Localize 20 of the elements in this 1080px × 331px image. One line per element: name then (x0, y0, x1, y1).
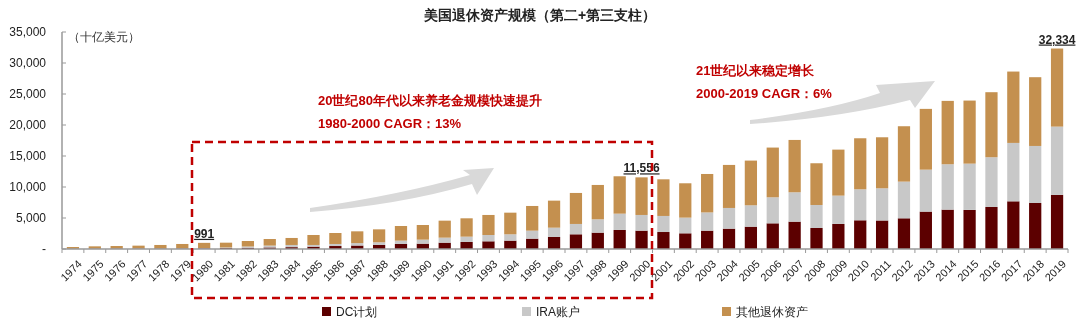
y-tick-label: - (42, 242, 46, 256)
total-label: 11,556 (623, 161, 660, 176)
annotation: 1980-2000 CAGR：13% (318, 116, 462, 131)
y-tick-label: 15,000 (9, 149, 47, 163)
annotation: 20世纪80年代以来养老金规模快速提升 (318, 93, 542, 108)
y-tick-label: 35,000 (9, 25, 47, 39)
chart-title: 美国退休资产规模（第二+第三支柱） (422, 7, 657, 23)
total-label: 991 (194, 226, 215, 241)
y-tick-label: 5,000 (15, 211, 47, 225)
y-tick-label: 20,000 (9, 118, 47, 132)
y-tick-label: 10,000 (9, 180, 47, 194)
legend-label: IRA账户 (536, 305, 581, 319)
annotation: 2000-2019 CAGR：6% (696, 86, 833, 101)
total-label: 32,334 (1038, 32, 1076, 47)
legend-label: 其他退休资产 (736, 305, 808, 319)
y-axis-title: （十亿美元） (68, 30, 140, 44)
annotation: 21世纪以来稳定增长 (696, 63, 816, 78)
legend-label: DC计划 (336, 305, 378, 319)
y-tick-label: 30,000 (9, 56, 47, 70)
y-tick-label: 25,000 (9, 87, 47, 101)
